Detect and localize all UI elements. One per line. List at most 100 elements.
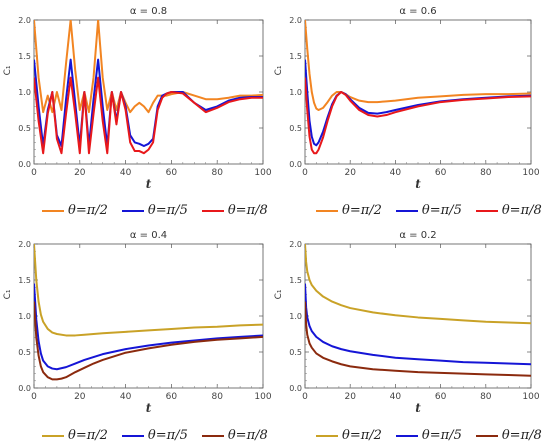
- chart-panel-0: α = 0.8 0 20 40 60 80 100 0.0 0.5 1.0 1.5 2.0 t C₁: [3, 6, 272, 191]
- x-tick-label: 80: [211, 392, 223, 402]
- legend-item: θ=π/2: [316, 203, 382, 218]
- x-axis-label: t: [146, 177, 152, 191]
- legend-label: θ=π/2: [342, 428, 382, 443]
- legend-label: θ=π/5: [421, 203, 462, 218]
- legend-swatch: [316, 434, 338, 437]
- x-axis-label: t: [415, 177, 421, 191]
- y-tick-label: 0.0: [289, 160, 302, 169]
- legend-label: θ=π/8: [501, 203, 542, 218]
- series-line-0: [305, 244, 531, 325]
- x-tick-label: 60: [435, 168, 447, 178]
- series-line-1: [34, 283, 263, 371]
- y-tick-label: 1.5: [18, 276, 31, 285]
- x-tick-label: 20: [344, 168, 356, 178]
- x-tick-label: 40: [390, 168, 402, 178]
- chart-panel-2: α = 0.4 0 20 40 60 80 100 0.0 0.5 1.0 1.5 2.0 t C₁: [3, 230, 272, 415]
- chart-title: α = 0.6: [399, 6, 436, 17]
- legend-item: θ=π/8: [201, 203, 268, 218]
- y-tick-label: 0.5: [18, 348, 31, 357]
- legend-item: θ=π/5: [121, 203, 188, 218]
- legend-swatch: [121, 434, 144, 437]
- y-tick-label: 2.0: [289, 240, 302, 249]
- y-axis-label: C₁: [3, 289, 13, 299]
- legend-swatch: [42, 209, 64, 212]
- series-line-1: [305, 59, 531, 147]
- legend-swatch: [201, 209, 224, 212]
- legend-item: θ=π/2: [316, 428, 382, 443]
- legend-alpha-0-6: θ=π/2 θ=π/5 θ=π/8: [316, 203, 542, 218]
- x-axis-label: t: [146, 401, 152, 415]
- x-tick-label: 100: [254, 392, 271, 402]
- legend-item: θ=π/2: [42, 428, 108, 443]
- x-tick-label: 40: [120, 168, 132, 178]
- x-tick-label: 0: [31, 168, 37, 178]
- legend-label: θ=π/2: [342, 203, 382, 218]
- series-line-1: [305, 283, 531, 366]
- legend-alpha-0-8: θ=π/2 θ=π/5 θ=π/8: [42, 203, 268, 218]
- y-tick-label: 2.0: [18, 16, 31, 25]
- chart-title: α = 0.8: [130, 6, 167, 17]
- y-tick-label: 1.5: [18, 52, 31, 61]
- legend-swatch: [201, 434, 224, 437]
- legend-swatch: [121, 209, 144, 212]
- legend-item: θ=π/5: [395, 203, 462, 218]
- plot-frame: [304, 243, 532, 389]
- x-tick-label: 80: [480, 168, 492, 178]
- chart-panel-1: α = 0.6 0 20 40 60 80 100 0.0 0.5 1.0 1.5 2.0 t C₁: [274, 6, 540, 191]
- legend-item: θ=π/5: [395, 428, 462, 443]
- x-tick-label: 60: [166, 168, 178, 178]
- x-tick-label: 20: [74, 392, 86, 402]
- legend-swatch: [475, 434, 498, 437]
- x-tick-label: 60: [166, 392, 178, 402]
- chart-panel-3: α = 0.2 0 20 40 60 80 100 0.0 0.5 1.0 1.5 2.0 t C₁: [274, 230, 540, 415]
- legend-swatch: [316, 209, 338, 212]
- y-tick-label: 2.0: [289, 16, 302, 25]
- x-tick-label: 40: [390, 392, 402, 402]
- legend-item: θ=π/2: [42, 203, 108, 218]
- x-tick-label: 100: [254, 168, 271, 178]
- series-line-0: [34, 244, 263, 337]
- legend-alpha-0-2: θ=π/2 θ=π/5 θ=π/8: [316, 428, 542, 443]
- x-tick-label: 80: [480, 392, 492, 402]
- x-tick-label: 80: [211, 168, 223, 178]
- x-tick-label: 0: [302, 392, 308, 402]
- y-axis-label: C₁: [274, 289, 284, 299]
- legend-swatch: [395, 209, 418, 212]
- x-tick-label: 0: [31, 392, 37, 402]
- y-tick-label: 0.5: [289, 348, 302, 357]
- legend-label: θ=π/8: [227, 428, 268, 443]
- legend-alpha-0-4: θ=π/2 θ=π/5 θ=π/8: [42, 428, 268, 443]
- y-tick-label: 0.0: [18, 384, 31, 393]
- y-axis-label: C₁: [274, 65, 284, 75]
- series-line-2: [305, 77, 531, 155]
- legend-swatch: [395, 434, 418, 437]
- legend-label: θ=π/8: [501, 428, 542, 443]
- y-tick-label: 1.5: [289, 52, 302, 61]
- y-tick-label: 1.0: [289, 312, 302, 321]
- x-tick-label: 20: [74, 168, 86, 178]
- x-tick-label: 100: [522, 168, 539, 178]
- legend-label: θ=π/2: [68, 428, 108, 443]
- y-tick-label: 0.0: [18, 160, 31, 169]
- legend-swatch: [475, 209, 498, 212]
- legend-label: θ=π/5: [147, 203, 188, 218]
- legend-label: θ=π/5: [421, 428, 462, 443]
- y-axis-label: C₁: [3, 65, 13, 75]
- legend-label: θ=π/8: [227, 203, 268, 218]
- legend-label: θ=π/2: [68, 203, 108, 218]
- x-tick-label: 0: [302, 168, 308, 178]
- legend-item: θ=π/8: [475, 203, 542, 218]
- x-tick-label: 20: [344, 392, 356, 402]
- y-tick-label: 2.0: [18, 240, 31, 249]
- y-tick-label: 1.0: [289, 88, 302, 97]
- x-tick-label: 100: [522, 392, 539, 402]
- x-axis-label: t: [415, 401, 421, 415]
- legend-label: θ=π/5: [147, 428, 188, 443]
- y-tick-label: 0.0: [289, 384, 302, 393]
- y-tick-label: 1.5: [289, 276, 302, 285]
- series-line-2: [305, 301, 531, 377]
- x-tick-label: 40: [120, 392, 132, 402]
- x-tick-label: 60: [435, 392, 447, 402]
- y-tick-label: 0.5: [18, 124, 31, 133]
